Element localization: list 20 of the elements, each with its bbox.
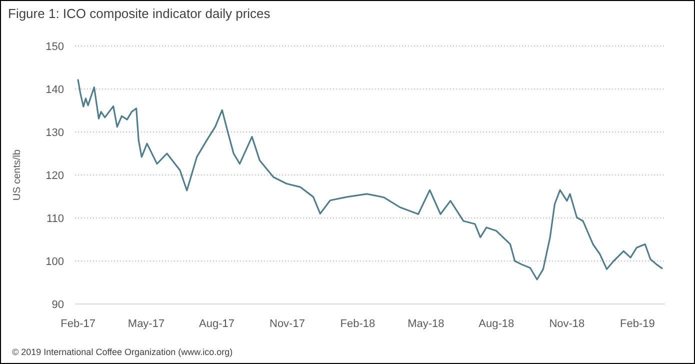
x-tick-label: May-17 bbox=[128, 318, 165, 330]
x-tick-label: Nov-17 bbox=[270, 318, 305, 330]
x-tick-label: Feb-18 bbox=[340, 318, 376, 330]
chart-title: Figure 1: ICO composite indicator daily prices bbox=[8, 6, 271, 21]
x-tick-label: Feb-17 bbox=[60, 318, 96, 330]
x-tick-label: Aug-18 bbox=[478, 318, 514, 330]
y-axis-title: US cents/lb bbox=[12, 149, 23, 201]
x-tick-label: May-18 bbox=[408, 318, 444, 330]
x-tick-label: Aug-17 bbox=[199, 318, 234, 330]
x-tick-label: Feb-19 bbox=[620, 318, 655, 330]
y-tick-label: 150 bbox=[46, 40, 64, 53]
y-tick-label: 140 bbox=[46, 84, 64, 96]
text: © 2019 International Coffee Organization (www.ico.org) bbox=[12, 347, 233, 357]
y-tick-label: 110 bbox=[46, 212, 64, 225]
y-tick-label: 120 bbox=[46, 170, 64, 182]
y-tick-label: 100 bbox=[46, 256, 64, 268]
y-tick-label: 90 bbox=[52, 298, 64, 311]
y-tick-label: 130 bbox=[46, 126, 64, 139]
x-tick-label: Nov-18 bbox=[549, 318, 585, 330]
line-series bbox=[77, 79, 663, 280]
